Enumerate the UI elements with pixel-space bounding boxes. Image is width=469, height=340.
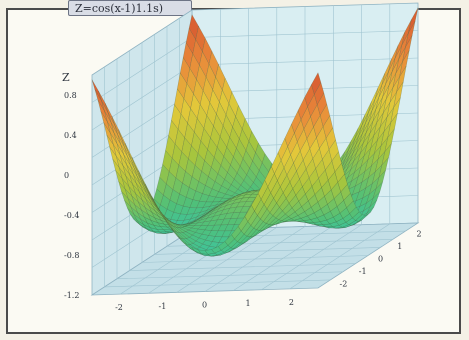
x-tick-label: 0 — [202, 301, 207, 310]
grid-line — [289, 223, 390, 290]
x-tick-label: 1 — [245, 299, 250, 308]
grid-line — [91, 37, 193, 103]
y-tick-label: -1 — [359, 267, 367, 276]
tick-labels: 0.8 0.4 0 -0.4 -0.8 -1.2 Z -2 -1 0 1 2 -2 -1 0 1 2 — [62, 71, 422, 312]
y-tick-label: 0 — [378, 255, 383, 264]
z-axis-label: Z — [62, 71, 70, 84]
window-title-tab[interactable]: Z=cos(x-1)1.1s) — [68, 0, 192, 16]
surface-mesh — [91, 7, 419, 257]
x-tick-label: -1 — [159, 302, 167, 311]
z-tick-label: -0.4 — [64, 211, 79, 220]
z-tick-label: 0.4 — [64, 131, 77, 140]
window-title-label: Z=cos(x-1)1.1s) — [75, 1, 164, 15]
y-tick-label: -2 — [340, 280, 348, 289]
z-tick-label: 0.8 — [64, 91, 77, 100]
y-tick-label: 1 — [397, 242, 402, 251]
surface-patch — [311, 72, 322, 95]
x-tick-label: -2 — [115, 303, 123, 312]
z-tick-label: -0.8 — [64, 251, 79, 260]
grid-line — [191, 30, 419, 38]
grid-line — [233, 225, 334, 291]
grid-line — [261, 224, 362, 291]
x-tick-label: 2 — [289, 298, 294, 307]
grid-line — [191, 57, 419, 66]
grid-line — [141, 255, 369, 263]
z-tick-label: 0 — [64, 171, 69, 180]
grid-line — [154, 247, 381, 255]
y-tick-label: 2 — [416, 230, 421, 239]
z-tick-label: -1.2 — [64, 291, 79, 300]
